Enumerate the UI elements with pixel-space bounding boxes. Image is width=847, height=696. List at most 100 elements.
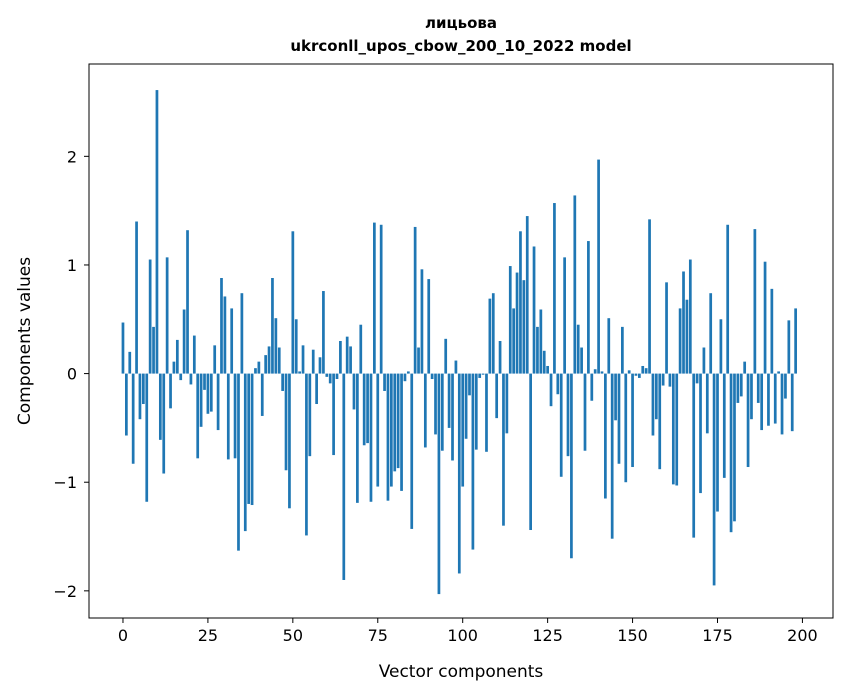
- bar-194: [780, 373, 784, 435]
- bar-68: [352, 373, 356, 410]
- x-axis: 0 25 50 75 100 125 150 175 200: [118, 618, 818, 645]
- bar-53: [301, 345, 305, 374]
- bar-102: [468, 373, 471, 396]
- bar-189: [763, 261, 767, 374]
- bar-134: [576, 324, 580, 374]
- bar-101: [464, 373, 468, 439]
- bar-187: [756, 373, 760, 403]
- y-axis: −2 −1 0 1 2: [53, 147, 89, 601]
- bar-0: [121, 322, 125, 374]
- bar-109: [491, 293, 495, 374]
- bar-23: [199, 373, 203, 427]
- bar-49: [288, 373, 291, 509]
- bar-73: [369, 373, 373, 502]
- bar-97: [451, 373, 454, 461]
- x-tick-label: 175: [702, 626, 733, 645]
- bar-171: [702, 347, 706, 374]
- bar-79: [390, 373, 393, 487]
- bar-43: [267, 346, 271, 374]
- bar-16: [175, 339, 179, 374]
- bar-150: [631, 373, 634, 468]
- bar-195: [784, 373, 787, 399]
- bar-42: [264, 355, 268, 374]
- bar-96: [447, 373, 451, 428]
- bar-60: [325, 373, 329, 377]
- x-tick-label: 25: [198, 626, 218, 645]
- bar-144: [610, 373, 614, 539]
- bar-58: [318, 357, 322, 374]
- bar-45: [274, 318, 278, 374]
- x-tick-label: 50: [283, 626, 303, 645]
- bar-41: [260, 373, 264, 416]
- bar-106: [481, 373, 485, 375]
- bar-7: [145, 373, 149, 502]
- bar-111: [498, 341, 502, 374]
- bar-188: [760, 373, 764, 431]
- bar-44: [271, 278, 274, 374]
- bar-161: [668, 373, 672, 387]
- bar-13: [165, 257, 169, 374]
- bar-27: [213, 345, 217, 374]
- bar-35: [240, 293, 244, 374]
- bar-2: [128, 351, 132, 374]
- bar-8: [148, 259, 152, 374]
- chart-title: лицьова: [425, 14, 497, 32]
- bar-136: [583, 373, 587, 451]
- bar-47: [281, 373, 284, 391]
- bar-78: [386, 373, 390, 501]
- bar-29: [220, 278, 223, 374]
- bar-30: [223, 296, 227, 374]
- bar-5: [138, 373, 142, 420]
- bar-20: [189, 373, 193, 385]
- bar-174: [712, 373, 716, 586]
- bar-34: [237, 373, 240, 551]
- bar-114: [508, 266, 512, 374]
- bar-177: [722, 373, 726, 478]
- bar-113: [505, 373, 509, 434]
- bar-169: [695, 373, 699, 384]
- bar-1: [125, 373, 128, 436]
- x-tick-label: 75: [368, 626, 388, 645]
- bar-137: [587, 241, 590, 374]
- bar-140: [597, 159, 600, 374]
- bar-168: [692, 373, 696, 538]
- bar-83: [403, 373, 407, 382]
- bar-152: [638, 373, 641, 378]
- bar-145: [614, 373, 617, 421]
- bar-176: [719, 319, 723, 374]
- bar-139: [593, 369, 597, 374]
- bar-127: [553, 203, 556, 374]
- bar-103: [471, 373, 475, 550]
- bar-88: [420, 269, 424, 374]
- bar-148: [624, 373, 628, 483]
- bar-163: [675, 373, 679, 486]
- bar-178: [726, 224, 730, 374]
- bar-191: [770, 288, 774, 374]
- bar-133: [573, 195, 577, 374]
- bar-110: [495, 373, 499, 419]
- bar-153: [641, 365, 645, 374]
- bar-52: [298, 371, 301, 374]
- bar-33: [233, 373, 237, 459]
- bar-180: [733, 373, 736, 522]
- bar-81: [396, 373, 400, 469]
- bar-185: [750, 373, 753, 420]
- x-tick-label: 0: [118, 626, 128, 645]
- bar-38: [250, 373, 254, 506]
- bar-165: [682, 271, 685, 374]
- bar-104: [474, 373, 478, 450]
- x-tick-label: 150: [617, 626, 648, 645]
- bar-181: [736, 373, 740, 403]
- bar-197: [790, 373, 794, 432]
- bar-105: [478, 373, 482, 378]
- bar-179: [729, 373, 733, 533]
- bar-50: [291, 231, 295, 374]
- bar-196: [787, 320, 791, 374]
- bar-93: [437, 373, 441, 595]
- bar-56: [311, 349, 315, 374]
- bar-15: [172, 361, 176, 374]
- chart-subtitle: ukrconll_upos_cbow_200_10_2022 model: [290, 37, 631, 55]
- bar-183: [743, 361, 747, 374]
- y-tick-label: 0: [67, 365, 77, 384]
- y-tick-label: −1: [53, 473, 77, 492]
